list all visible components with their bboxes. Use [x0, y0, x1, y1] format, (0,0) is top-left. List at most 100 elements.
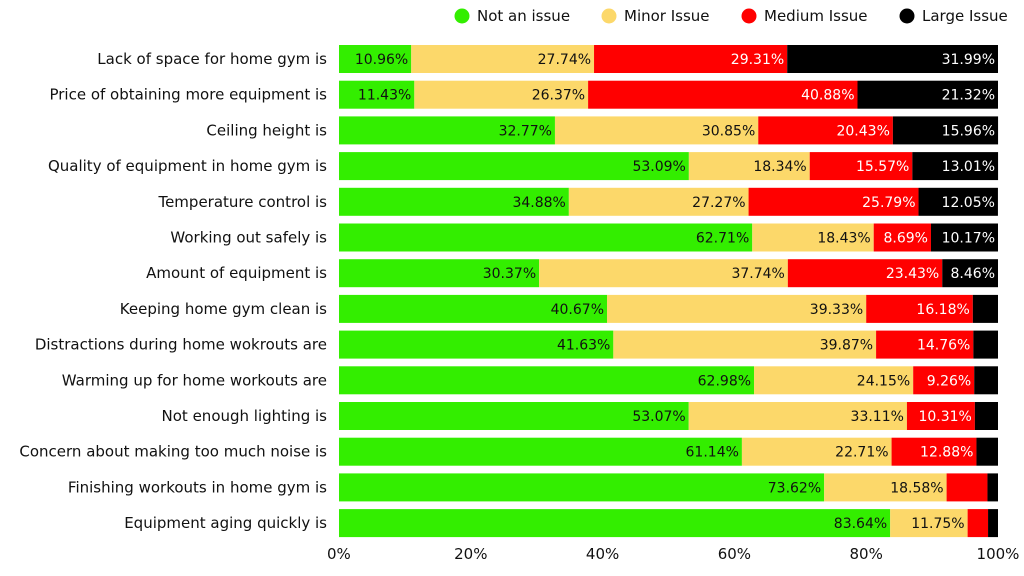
bar-segment: [539, 259, 788, 288]
data-label: 73.62%: [768, 480, 821, 496]
data-label: 11.43%: [358, 88, 411, 104]
data-label: 41.63%: [557, 338, 610, 354]
bar-segment: [339, 45, 412, 73]
data-label: 53.07%: [632, 409, 685, 425]
bar-segment: [787, 45, 998, 73]
bar-segment: [974, 366, 998, 395]
bar-segment: [339, 366, 755, 395]
data-label: 40.67%: [551, 302, 604, 318]
bar-segment: [339, 509, 891, 538]
bar-segment: [973, 330, 998, 359]
bar-segment: [892, 116, 999, 145]
category-label: Ceiling height is: [206, 121, 327, 139]
data-label: 20.43%: [836, 123, 889, 139]
data-label: 30.85%: [702, 123, 755, 139]
bar-segment: [866, 294, 973, 323]
bar-segment: [972, 294, 998, 323]
bar-segment: [613, 330, 877, 359]
bar-segment: [741, 437, 892, 466]
data-label: 30.37%: [483, 266, 536, 282]
data-label: 33.11%: [851, 409, 904, 425]
category-label: Not enough lighting is: [162, 407, 328, 425]
legend-marker: [741, 8, 757, 24]
bar-segment: [339, 330, 614, 359]
data-label: 22.71%: [835, 445, 888, 461]
bar-segment: [748, 187, 919, 216]
x-tick-label: 60%: [718, 545, 751, 563]
data-label: 10.31%: [918, 409, 971, 425]
data-label: 13.01%: [942, 159, 995, 175]
data-label: 40.88%: [801, 88, 854, 104]
bar-segment: [876, 330, 974, 359]
bar-segment: [912, 152, 999, 181]
bar-segment: [809, 152, 913, 181]
legend-label: Not an issue: [477, 7, 570, 25]
bar-segment: [873, 223, 931, 252]
bar-segment: [988, 509, 998, 538]
x-tick-label: 100%: [977, 545, 1020, 563]
legend-label: Large Issue: [922, 7, 1008, 25]
data-label: 24.15%: [857, 373, 910, 389]
bar-segment: [752, 223, 874, 252]
bar-segment: [974, 402, 998, 430]
data-label: 25.79%: [862, 195, 915, 211]
bar-segment: [688, 402, 907, 430]
bar-segment: [890, 509, 968, 538]
data-label: 29.31%: [731, 52, 784, 68]
bar-segment: [976, 437, 998, 466]
data-label: 27.74%: [538, 52, 591, 68]
data-label: 18.58%: [890, 480, 943, 496]
data-label: 15.96%: [942, 123, 995, 139]
bar-segment: [339, 152, 689, 181]
data-label: 10.17%: [942, 231, 995, 247]
data-label: 8.46%: [951, 266, 995, 282]
category-label: Warming up for home workouts are: [62, 371, 327, 389]
data-label: 21.32%: [942, 88, 995, 104]
data-label: 15.57%: [856, 159, 909, 175]
data-label: 14.76%: [917, 338, 970, 354]
bar-segment: [906, 402, 975, 430]
data-label: 53.09%: [632, 159, 685, 175]
bar-segment: [554, 116, 759, 145]
data-label: 83.64%: [834, 516, 887, 532]
data-label: 37.74%: [731, 266, 784, 282]
legend: Not an issue Minor Issue Medium Issue Large…: [454, 7, 1008, 25]
data-label: 39.87%: [820, 338, 873, 354]
bar-segment: [688, 152, 810, 181]
legend-label: Medium Issue: [764, 7, 868, 25]
bar-segment: [339, 80, 415, 109]
bar-segment: [918, 187, 998, 216]
bar-segment: [967, 509, 989, 538]
x-tick-label: 40%: [586, 545, 619, 563]
bar-segment: [339, 116, 555, 145]
data-label: 31.99%: [942, 52, 995, 68]
bar-segment: [339, 473, 825, 502]
category-label: Keeping home gym clean is: [120, 300, 327, 318]
bar-segment: [339, 223, 753, 252]
data-label: 8.69%: [883, 231, 927, 247]
data-label: 18.43%: [817, 231, 870, 247]
category-label: Temperature control is: [157, 193, 327, 211]
bar-segment: [930, 223, 998, 252]
bar-segment: [946, 473, 988, 502]
legend-marker: [601, 8, 617, 24]
legend-label: Minor Issue: [624, 7, 710, 25]
data-label: 12.05%: [942, 195, 995, 211]
bar-segment: [758, 116, 893, 145]
bar-segment: [891, 437, 977, 466]
x-tick-label: 20%: [454, 545, 487, 563]
bar-segment: [824, 473, 947, 502]
data-label: 16.18%: [916, 302, 969, 318]
category-label: Amount of equipment is: [146, 264, 327, 282]
data-label: 11.75%: [911, 516, 964, 532]
data-label: 34.88%: [512, 195, 565, 211]
data-label: 61.14%: [686, 445, 739, 461]
bar-segment: [607, 294, 867, 323]
data-label: 12.88%: [920, 445, 973, 461]
bar-segment: [339, 259, 540, 288]
bar-segment: [339, 294, 608, 323]
bar-segment: [913, 366, 975, 395]
data-label: 23.43%: [886, 266, 939, 282]
x-tick-label: 0%: [327, 545, 351, 563]
category-axis: Lack of space for home gym is Price of ob…: [19, 50, 327, 532]
